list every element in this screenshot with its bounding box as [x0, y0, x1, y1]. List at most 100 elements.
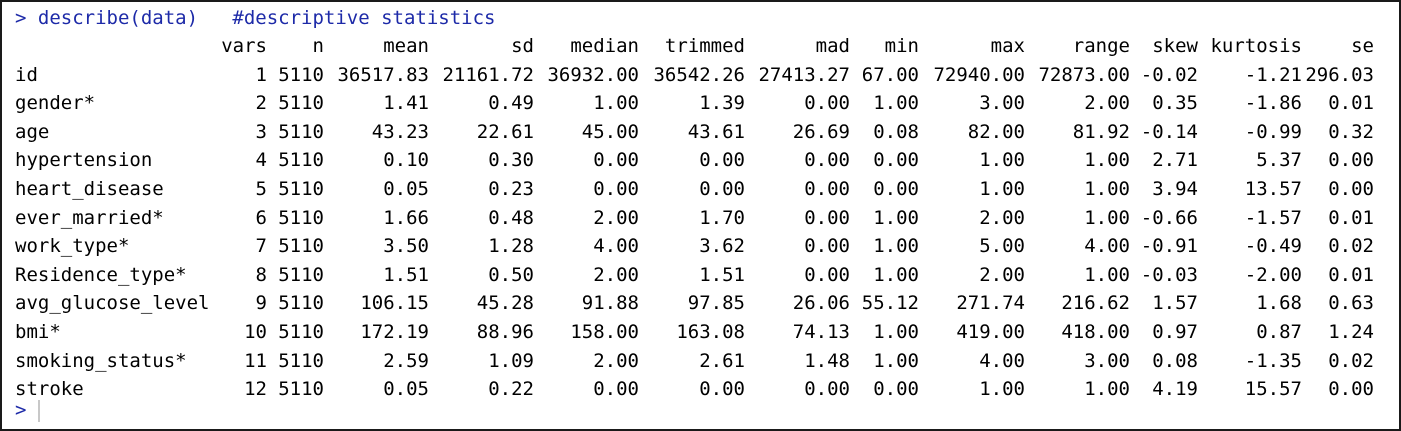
value-cell-mean: 43.23 [371, 120, 429, 143]
value-cell-range: 1.00 [1084, 149, 1130, 172]
value-cell-kurtosis: 5.37 [1256, 149, 1302, 172]
row-name-cell: hypertension [15, 149, 153, 172]
value-cell-skew: 2.71 [1152, 149, 1198, 172]
row-name-cell: work_type* [15, 235, 130, 258]
value-cell-trimmed: 0.00 [699, 378, 745, 401]
value-cell-min: 1.00 [873, 263, 919, 286]
value-cell-trimmed: 0.00 [699, 149, 745, 172]
value-cell-max: 2.00 [979, 263, 1025, 286]
input-prompt: > [15, 399, 27, 421]
column-header-max: max [990, 35, 1025, 57]
value-cell-trimmed: 1.39 [699, 92, 745, 115]
value-cell-median: 36932.00 [547, 63, 639, 86]
value-cell-kurtosis: -0.49 [1244, 235, 1302, 258]
row-name-cell: ever_married* [15, 206, 164, 229]
value-cell-mad: 0.00 [804, 263, 850, 286]
value-cell-sd: 21161.72 [442, 63, 534, 86]
value-cell-range: 81.92 [1072, 120, 1130, 143]
value-cell-se: 0.00 [1328, 177, 1374, 200]
table-row: heart_disease 5 5110 0.05 0.23 0.00 0.00 0.00 0.… [15, 175, 1374, 204]
row-name-cell: smoking_status* [15, 349, 187, 372]
value-cell-sd: 22.61 [476, 120, 534, 143]
value-cell-min: 1.00 [873, 235, 919, 258]
value-cell-se: 0.00 [1328, 149, 1374, 172]
value-cell-range: 1.00 [1084, 206, 1130, 229]
value-cell-kurtosis: 0.87 [1256, 320, 1302, 343]
value-cell-vars: 2 [255, 92, 267, 115]
row-name-cell: gender* [15, 92, 96, 115]
row-name-cell: heart_disease [15, 177, 164, 200]
value-cell-max: 1.00 [979, 149, 1025, 172]
value-cell-skew: -0.66 [1140, 206, 1198, 229]
table-row: age 3 5110 43.23 22.61 45.00 43.61 26.69 0.08 82.… [15, 118, 1374, 147]
console-input-line[interactable]: > [15, 396, 41, 424]
value-cell-mean: 106.15 [360, 292, 429, 315]
value-cell-median: 0.00 [593, 378, 639, 401]
value-cell-skew: -0.02 [1140, 63, 1198, 86]
table-row: hypertension 4 5110 0.10 0.30 0.00 0.00 0.00 0.0… [15, 146, 1374, 175]
value-cell-mad: 26.69 [792, 120, 850, 143]
value-cell-range: 1.00 [1084, 378, 1130, 401]
describe-output-table: vars n mean sd median trimmed mad min max range sk… [15, 32, 1374, 404]
value-cell-n: 5110 [278, 320, 324, 343]
table-row: ever_married* 6 5110 1.66 0.48 2.00 1.70 0.00 1.… [15, 204, 1374, 233]
table-body: id 1 5110 36517.83 21161.72 36932.00 36542.26 2… [15, 61, 1374, 404]
table-row: smoking_status* 11 5110 2.59 1.09 2.00 2.61 1.4… [15, 347, 1374, 376]
value-cell-n: 5110 [278, 349, 324, 372]
value-cell-max: 2.00 [979, 206, 1025, 229]
table-row: stroke 12 5110 0.05 0.22 0.00 0.00 0.00 0.00 1.00… [15, 375, 1374, 404]
value-cell-kurtosis: -1.86 [1244, 92, 1302, 115]
value-cell-kurtosis: -1.21 [1244, 63, 1302, 86]
value-cell-kurtosis: -1.35 [1244, 349, 1302, 372]
value-cell-kurtosis: -0.99 [1244, 120, 1302, 143]
value-cell-trimmed: 163.08 [676, 320, 745, 343]
value-cell-kurtosis: -2.00 [1244, 263, 1302, 286]
value-cell-skew: -0.03 [1140, 263, 1198, 286]
value-cell-skew: 0.35 [1152, 92, 1198, 115]
value-cell-se: 0.32 [1328, 120, 1374, 143]
value-cell-max: 82.00 [967, 120, 1025, 143]
value-cell-median: 158.00 [570, 320, 639, 343]
value-cell-max: 3.00 [979, 92, 1025, 115]
value-cell-skew: 0.08 [1152, 349, 1198, 372]
command-text: describe(data) [37, 7, 199, 29]
value-cell-sd: 88.96 [476, 320, 534, 343]
value-cell-min: 1.00 [873, 206, 919, 229]
row-name-cell: bmi* [15, 320, 61, 343]
value-cell-n: 5110 [278, 120, 324, 143]
command-prompt: > [15, 7, 27, 29]
value-cell-mean: 0.10 [383, 149, 429, 172]
value-cell-min: 55.12 [861, 292, 919, 315]
column-header-range: range [1072, 35, 1130, 57]
value-cell-median: 0.00 [593, 149, 639, 172]
value-cell-n: 5110 [278, 235, 324, 258]
value-cell-vars: 9 [255, 292, 267, 315]
value-cell-vars: 6 [255, 206, 267, 229]
value-cell-sd: 0.48 [488, 206, 534, 229]
value-cell-kurtosis: -1.57 [1244, 206, 1302, 229]
value-cell-skew: 1.57 [1152, 292, 1198, 315]
value-cell-se: 0.01 [1328, 206, 1374, 229]
value-cell-min: 0.00 [873, 378, 919, 401]
value-cell-median: 1.00 [593, 92, 639, 115]
value-cell-trimmed: 1.51 [699, 263, 745, 286]
value-cell-sd: 1.09 [488, 349, 534, 372]
value-cell-se: 296.03 [1305, 63, 1374, 86]
value-cell-range: 2.00 [1084, 92, 1130, 115]
value-cell-trimmed: 3.62 [699, 235, 745, 258]
value-cell-se: 0.00 [1328, 378, 1374, 401]
value-cell-vars: 4 [255, 149, 267, 172]
value-cell-min: 1.00 [873, 92, 919, 115]
value-cell-mad: 0.00 [804, 149, 850, 172]
value-cell-mad: 26.06 [792, 292, 850, 315]
value-cell-mean: 0.05 [383, 378, 429, 401]
column-header-n: n [312, 35, 324, 57]
value-cell-n: 5110 [278, 378, 324, 401]
value-cell-range: 3.00 [1084, 349, 1130, 372]
value-cell-se: 1.24 [1328, 320, 1374, 343]
value-cell-mad: 0.00 [804, 92, 850, 115]
value-cell-sd: 0.22 [488, 378, 534, 401]
value-cell-min: 67.00 [861, 63, 919, 86]
value-cell-min: 0.00 [873, 177, 919, 200]
